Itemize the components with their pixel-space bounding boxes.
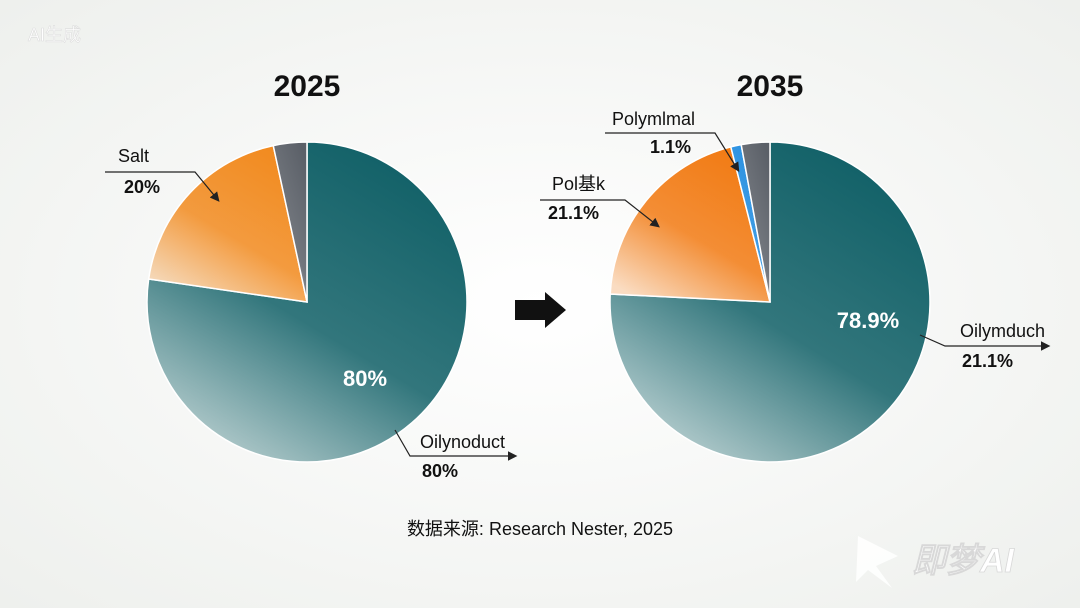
pie-chart: 2035 78.9% Polymlmal 1.1% Pol基k 21.1% Oilymduc… bbox=[540, 70, 1051, 463]
callout-line bbox=[105, 171, 220, 202]
callout-name: Oilymduch bbox=[960, 321, 1045, 341]
arrow bbox=[515, 292, 566, 328]
pie-slice bbox=[609, 145, 771, 303]
pie-slice bbox=[147, 144, 308, 303]
callout-name: Salt bbox=[118, 146, 149, 166]
watermark: AI生成 bbox=[28, 25, 81, 45]
slice-label: 80% bbox=[343, 366, 387, 391]
callout-value: 1.1% bbox=[650, 137, 691, 157]
pie-chart: 2025 80% Salt 20% Oilynoduct 80% bbox=[105, 70, 518, 481]
callout-value: 21.1% bbox=[548, 203, 599, 223]
pie-slice bbox=[272, 141, 308, 303]
chart-title: 2025 bbox=[274, 70, 341, 103]
callout-value: 80% bbox=[422, 461, 458, 481]
callout-line bbox=[605, 132, 740, 173]
pie-slice bbox=[740, 141, 771, 303]
logo-icon bbox=[856, 536, 898, 588]
callout-line bbox=[540, 199, 660, 228]
callout-name: Oilynoduct bbox=[420, 432, 505, 452]
callout-line bbox=[394, 429, 518, 461]
callout-line bbox=[919, 334, 1051, 351]
callout-name: Polymlmal bbox=[612, 109, 695, 129]
chart-title: 2035 bbox=[737, 70, 804, 103]
callout-value: 21.1% bbox=[962, 351, 1013, 371]
slice-label: 78.9% bbox=[837, 308, 899, 333]
callout-value: 20% bbox=[124, 177, 160, 197]
logo: 即梦AI bbox=[912, 542, 1016, 580]
callout-name: Pol基k bbox=[552, 174, 606, 194]
source: 数据来源: Research Nester, 2025 bbox=[407, 519, 673, 539]
